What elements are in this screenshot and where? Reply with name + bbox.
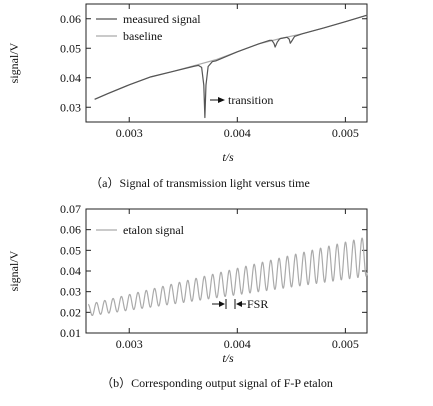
caption-a: （a）Signal of transmission light versus t… <box>90 176 310 190</box>
y-tick-label: 0.05 <box>60 243 81 257</box>
y-tick-label: 0.07 <box>60 202 81 216</box>
series-line-etalon-signal <box>87 237 368 317</box>
fsr-label: FSR <box>247 297 268 311</box>
caption-b: （b）Corresponding output signal of F-P et… <box>101 376 333 390</box>
y-tick-label: 0.03 <box>60 285 81 299</box>
x-axis-title: t/s <box>222 150 234 164</box>
y-tick-label: 0.04 <box>60 71 81 85</box>
y-tick-label: 0.03 <box>60 100 81 114</box>
y-axis-title: signal/V <box>7 42 21 83</box>
y-tick-label: 0.06 <box>60 12 81 26</box>
y-axis-title: signal/V <box>7 250 21 291</box>
x-tick-label: 0.005 <box>332 337 359 351</box>
annotation-transition: transition <box>210 93 273 107</box>
transition-label: transition <box>228 93 273 107</box>
annotation-fsr: FSR <box>212 297 268 311</box>
y-tick-label: 0.02 <box>60 305 81 319</box>
legend: etalon signal <box>96 223 185 237</box>
x-tick-label: 0.003 <box>116 126 143 140</box>
x-tick-label: 0.004 <box>224 126 251 140</box>
series-lines <box>94 14 368 119</box>
x-axis-ticks: 0.003 0.004 0.005 <box>116 4 359 140</box>
x-tick-label: 0.005 <box>332 126 359 140</box>
transition-arrow-head <box>218 97 225 103</box>
y-axis-ticks: 0.01 0.02 0.03 0.04 0.05 0.06 0.07 <box>60 202 367 340</box>
legend-label-baseline: baseline <box>123 29 162 43</box>
legend-label-etalon-signal: etalon signal <box>123 223 185 237</box>
y-tick-label: 0.04 <box>60 264 81 278</box>
fsr-arrow-right-head <box>236 301 242 307</box>
y-tick-label: 0.05 <box>60 41 81 55</box>
x-tick-label: 0.004 <box>224 337 251 351</box>
y-axis-ticks: 0.03 0.04 0.05 0.06 <box>60 12 367 114</box>
panel-a: 0.03 0.04 0.05 0.06 0.003 0.004 0.005 signal/… <box>7 3 368 190</box>
series-lines <box>87 237 368 317</box>
series-line-measured-signal <box>94 14 368 119</box>
fsr-arrow-left-head <box>219 301 225 307</box>
legend-label-measured-signal: measured signal <box>123 12 201 26</box>
plot-area-frame <box>85 3 368 123</box>
panel-b: 0.010.020.030.040.050.060.07 0.003 0.004 0… <box>7 202 368 390</box>
x-tick-label: 0.003 <box>116 337 143 351</box>
y-tick-label: 0.06 <box>60 223 81 237</box>
x-axis-ticks: 0.003 0.004 0.005 <box>116 209 359 351</box>
x-axis-title: t/s <box>222 351 234 365</box>
legend: measured signal baseline <box>96 12 201 43</box>
y-tick-label: 0.01 <box>60 326 81 340</box>
